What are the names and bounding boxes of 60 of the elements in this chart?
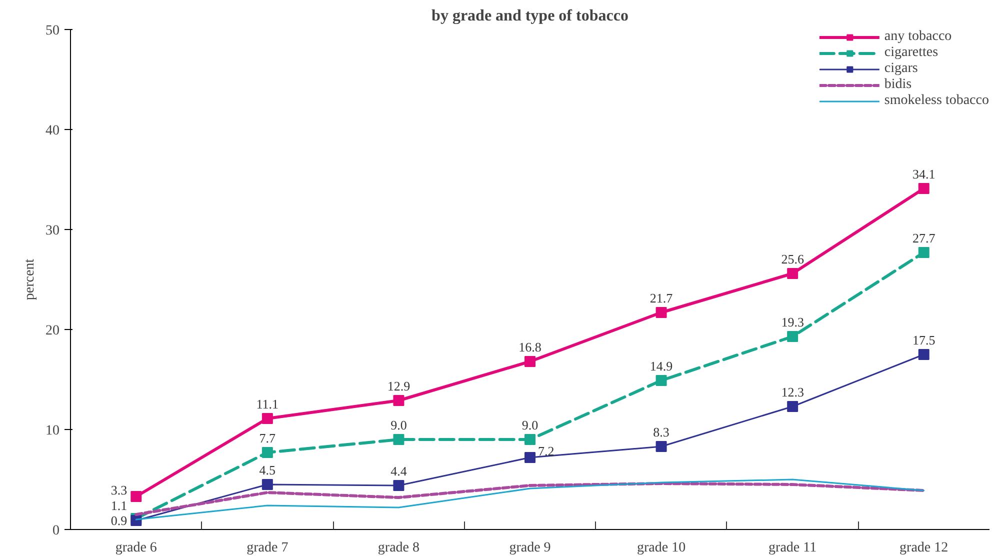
x-tick-label: grade 6	[115, 540, 157, 556]
point	[656, 307, 667, 318]
point	[918, 349, 930, 360]
data-label: 11.1	[256, 396, 279, 412]
legend-label: smokeless tobacco	[884, 93, 989, 109]
point	[524, 434, 536, 445]
data-label: 1.1	[110, 498, 128, 513]
y-tick-label: 30	[46, 224, 60, 238]
point	[656, 375, 667, 386]
y-tick-label: 20	[46, 324, 60, 338]
data-label: 14.9	[650, 358, 673, 374]
point	[262, 413, 273, 424]
legend-label: any tobacco	[884, 29, 952, 45]
data-label: 7.2	[538, 444, 554, 458]
point	[524, 356, 536, 367]
data-label: 19.3	[781, 314, 804, 330]
y-tick-label: 50	[46, 24, 60, 38]
point	[262, 479, 273, 490]
point	[393, 434, 404, 445]
data-label: 27.7	[912, 230, 936, 246]
point	[262, 447, 273, 458]
point	[918, 183, 930, 194]
point	[787, 331, 798, 342]
data-label: 12.3	[781, 384, 804, 400]
x-tick-label: grade 10	[636, 540, 686, 556]
data-label: 17.5	[912, 332, 936, 348]
point	[656, 441, 667, 452]
x-tick-label: grade 7	[246, 540, 288, 556]
y-tick-label: 40	[46, 124, 60, 138]
data-label: 7.7	[259, 430, 276, 446]
point	[130, 491, 142, 502]
x-tick-label: grade 11	[768, 540, 817, 556]
legend-label: cigars	[884, 61, 918, 77]
data-label: 34.1	[912, 166, 936, 182]
data-label: 16.8	[518, 340, 542, 354]
data-label: 25.6	[781, 252, 804, 266]
x-tick-label: grade 8	[378, 540, 420, 556]
data-label: 9.0	[390, 418, 407, 432]
point	[393, 395, 404, 406]
chart-title: by grade and type of tobacco	[432, 8, 628, 24]
data-label: 4.4	[390, 464, 408, 478]
data-label: 4.5	[259, 462, 276, 478]
y-tick-label: 10	[46, 424, 60, 438]
x-tick-label: grade 9	[509, 540, 551, 556]
point	[918, 247, 930, 258]
data-label: 9.0	[522, 418, 538, 432]
point	[787, 401, 798, 412]
y-tick-label: 0	[52, 524, 60, 538]
legend-label: cigarettes	[884, 45, 938, 61]
data-label: 21.7	[650, 290, 674, 306]
legend-label: bidis	[884, 77, 912, 93]
y-axis-title: percent	[22, 258, 38, 300]
x-tick-label: grade 12	[900, 540, 948, 556]
data-label: 8.3	[653, 424, 670, 440]
data-label: 0.9	[110, 513, 128, 528]
point	[393, 480, 404, 491]
point	[524, 452, 536, 463]
data-label: 3.3	[110, 482, 128, 498]
data-label: 12.9	[387, 378, 410, 394]
point	[787, 268, 798, 279]
